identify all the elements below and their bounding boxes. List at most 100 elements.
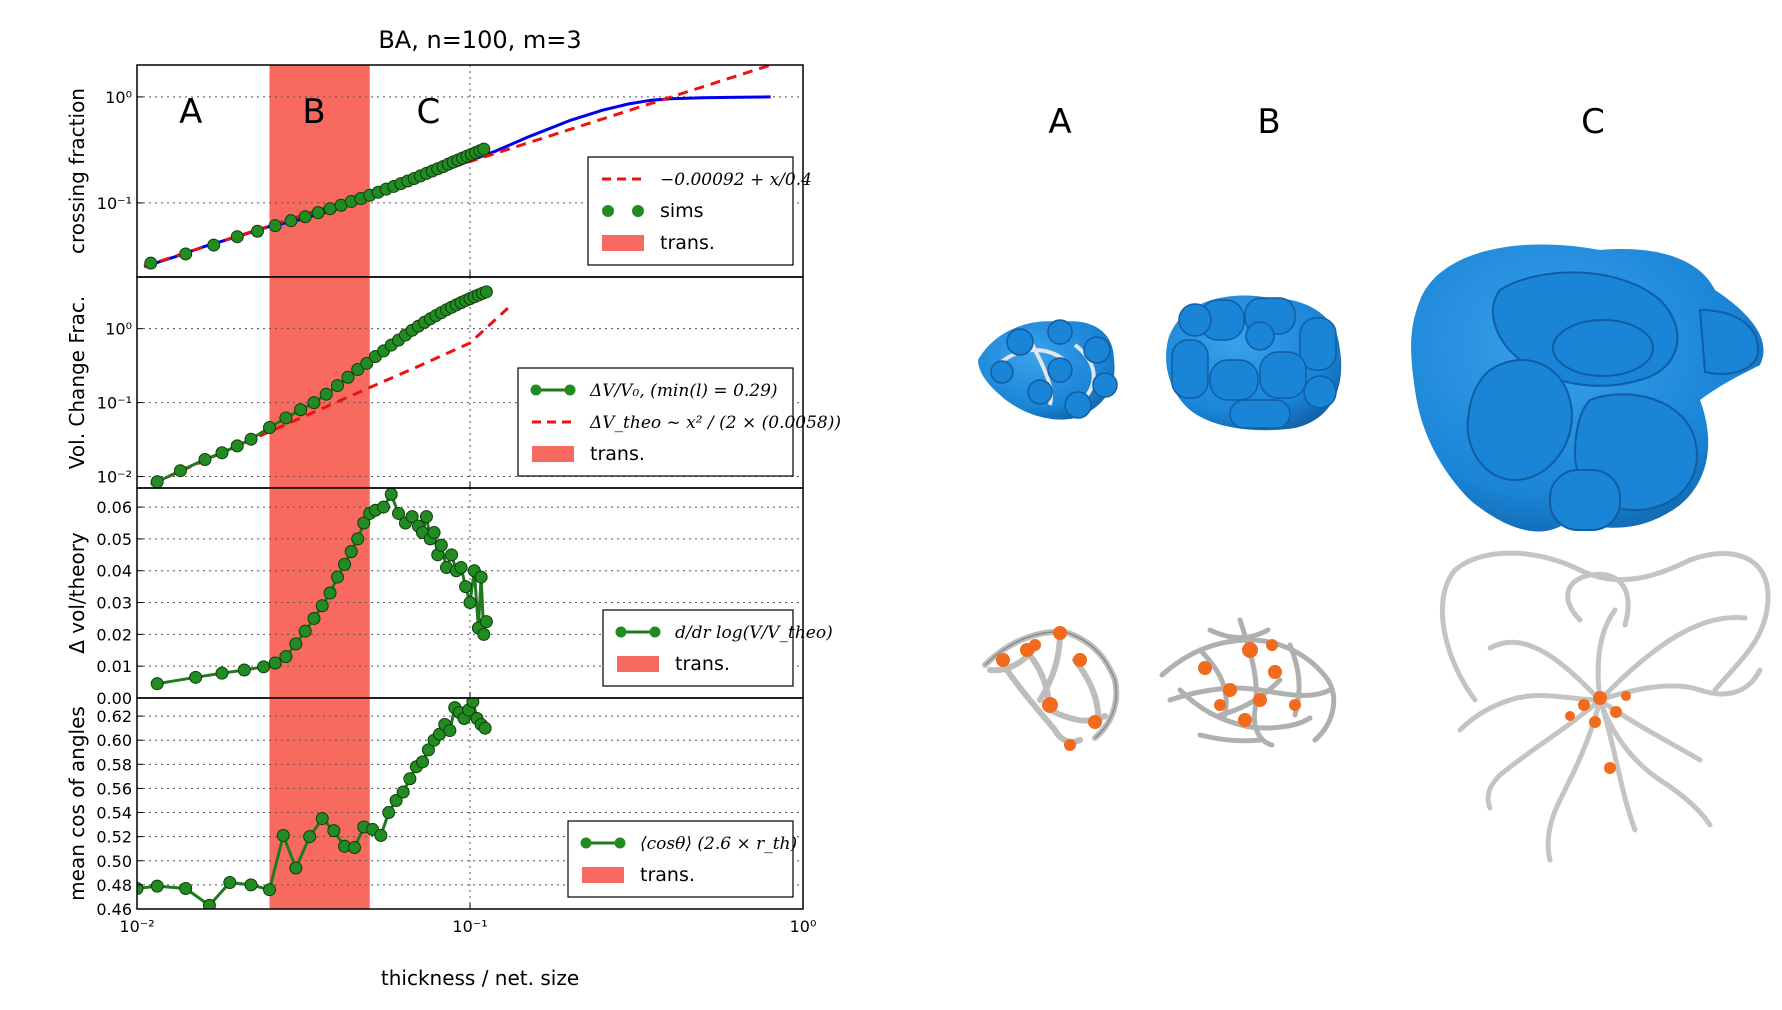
data-point bbox=[389, 793, 403, 807]
region-label: A bbox=[179, 92, 202, 132]
legend-swatch-band bbox=[532, 446, 574, 462]
data-point bbox=[230, 230, 244, 244]
y-tick-label: 0.58 bbox=[96, 755, 132, 774]
data-point bbox=[327, 824, 341, 838]
data-point bbox=[207, 238, 221, 252]
legend: −0.00092 + x/0.4 sims trans. bbox=[587, 156, 812, 266]
y-tick-label: 0.06 bbox=[96, 498, 132, 517]
series-group bbox=[150, 285, 509, 488]
data-point bbox=[179, 882, 193, 896]
series-group bbox=[137, 698, 492, 909]
y-tick-label: 0.00 bbox=[96, 689, 132, 708]
legend-swatch-dot bbox=[632, 205, 644, 217]
data-point bbox=[244, 432, 258, 446]
data-point bbox=[330, 379, 344, 393]
data-point bbox=[382, 806, 396, 820]
y-tick-label: 10⁻¹ bbox=[97, 194, 132, 213]
data-point bbox=[137, 882, 144, 896]
y-axis-label: mean cos of angles bbox=[65, 706, 89, 901]
region-labels: A B C bbox=[179, 92, 440, 132]
stacked-charts: BA, n=100, m=3 10⁻¹ 10⁰ crossing fraction −… bbox=[65, 26, 841, 990]
transition-band bbox=[269, 698, 370, 909]
data-point bbox=[289, 861, 303, 875]
network-renders: A B C bbox=[978, 102, 1771, 863]
data-point bbox=[445, 548, 459, 562]
y-tick-label: 0.54 bbox=[96, 804, 132, 823]
x-tick-labels: 10⁻² 10⁻¹ 10⁰ bbox=[119, 917, 816, 936]
legend-swatch-dot bbox=[615, 626, 627, 638]
data-point bbox=[223, 875, 237, 889]
data-point bbox=[323, 586, 337, 600]
data-point bbox=[434, 538, 448, 552]
data-point bbox=[179, 247, 193, 261]
x-tick-label: 10⁻¹ bbox=[452, 917, 487, 936]
data-point bbox=[279, 650, 293, 664]
data-point bbox=[263, 883, 277, 897]
figure-title: BA, n=100, m=3 bbox=[378, 26, 581, 54]
y-tick-label: 0.46 bbox=[96, 900, 132, 919]
legend-label: ΔV_theo ~ x² / (2 × (0.0058)) bbox=[589, 413, 841, 433]
data-point bbox=[330, 570, 344, 584]
data-point bbox=[202, 898, 216, 909]
data-point bbox=[298, 210, 312, 224]
y-tick-label: 0.56 bbox=[96, 779, 132, 798]
legend-label: −0.00092 + x/0.4 bbox=[660, 170, 812, 190]
data-point bbox=[144, 256, 158, 270]
data-point bbox=[319, 387, 333, 401]
data-point bbox=[421, 743, 435, 757]
legend-swatch-dot bbox=[602, 205, 614, 217]
tube-render-c bbox=[1439, 550, 1771, 863]
data-point bbox=[307, 396, 321, 410]
y-tick-label: 0.50 bbox=[96, 852, 132, 871]
data-point bbox=[344, 545, 358, 559]
x-tick-label: 10⁻² bbox=[119, 917, 154, 936]
legend: ΔV/V₀, (min(l) = 0.29) ΔV_theo ~ x² / (2 … bbox=[517, 367, 841, 477]
region-label: C bbox=[417, 92, 441, 132]
panel-dvol: 0.00 0.01 0.02 0.03 0.04 0.05 0.06 Δ vol/theory… bbox=[65, 487, 833, 708]
data-point bbox=[351, 532, 365, 546]
data-point bbox=[443, 724, 457, 738]
data-point bbox=[477, 142, 491, 156]
data-point bbox=[474, 570, 488, 584]
data-point bbox=[419, 510, 433, 524]
y-axis-label: crossing fraction bbox=[65, 88, 89, 254]
y-axis-label: Vol. Change Frac. bbox=[65, 296, 89, 469]
surface-render-b bbox=[1166, 295, 1342, 431]
legend-label: d/dr log(V/V_theo) bbox=[675, 623, 833, 643]
panel-cos: 0.46 0.48 0.50 0.52 0.54 0.56 0.58 0.60 0.62 mean… bbox=[65, 697, 804, 919]
data-point bbox=[341, 370, 355, 384]
data-point bbox=[338, 557, 352, 571]
data-point bbox=[257, 660, 271, 674]
data-point bbox=[150, 879, 164, 893]
data-point bbox=[294, 403, 308, 417]
surface-render-c bbox=[1411, 244, 1764, 532]
x-axis-label: thickness / net. size bbox=[381, 966, 579, 990]
data-point bbox=[479, 285, 493, 299]
data-point bbox=[315, 812, 329, 826]
data-point bbox=[374, 828, 388, 842]
data-point bbox=[427, 526, 441, 540]
data-point bbox=[454, 561, 468, 575]
data-point bbox=[268, 656, 282, 670]
y-tick-label: 0.03 bbox=[96, 594, 132, 613]
data-point bbox=[279, 411, 293, 425]
y-tick-label: 0.05 bbox=[96, 530, 132, 549]
data-point bbox=[360, 356, 374, 370]
y-tick-label: 10⁰ bbox=[105, 320, 132, 339]
data-point bbox=[403, 772, 417, 786]
legend-label: trans. bbox=[640, 864, 695, 886]
legend-swatch-dot bbox=[649, 626, 661, 638]
y-tick-label: 0.48 bbox=[96, 876, 132, 895]
y-tick-label: 10⁻¹ bbox=[97, 394, 132, 413]
data-point bbox=[357, 516, 371, 530]
render-column-label-b: B bbox=[1257, 102, 1280, 142]
data-point bbox=[348, 841, 362, 855]
data-point bbox=[289, 637, 303, 651]
data-point bbox=[466, 698, 480, 709]
legend-label: trans. bbox=[590, 443, 645, 465]
data-point bbox=[477, 627, 491, 641]
legend-swatch-band bbox=[582, 867, 624, 883]
legend-label: ΔV/V₀, (min(l) = 0.29) bbox=[589, 381, 778, 401]
tube-render-b bbox=[1159, 617, 1337, 748]
data-point bbox=[303, 830, 317, 844]
